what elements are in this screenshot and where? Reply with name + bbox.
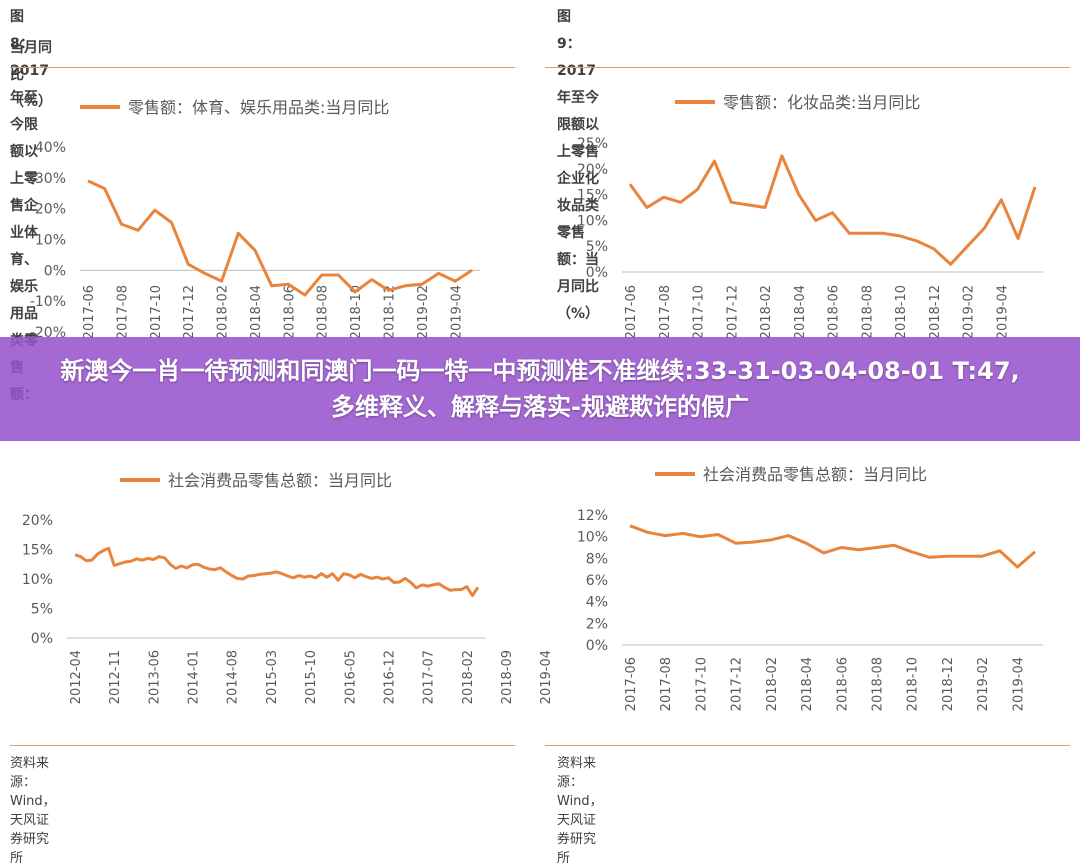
- legend-label: 零售额：体育、娱乐用品类:当月同比: [128, 98, 389, 117]
- y-tick-label: 30%: [35, 171, 66, 187]
- series-line: [74, 546, 480, 597]
- y-tick-label: 10%: [577, 530, 608, 546]
- y-tick-label: 10%: [22, 572, 53, 588]
- y-tick-label: 10%: [577, 213, 608, 229]
- title-rule: [545, 67, 1070, 68]
- x-tick-label: 2019-04: [995, 285, 1010, 339]
- x-tick-label: 2015-10: [304, 650, 319, 704]
- legend-label: 零售额：化妆品类:当月同比: [723, 93, 920, 112]
- source-rule: [545, 745, 1070, 746]
- x-tick-label: 2018-08: [316, 285, 331, 339]
- x-tick-label: 2018-02: [765, 657, 780, 711]
- legend-label: 社会消费品零售总额：当月同比: [168, 471, 392, 490]
- x-tick-label: 2014-08: [226, 650, 241, 704]
- y-tick-label: 0%: [586, 265, 608, 281]
- series-line: [87, 179, 473, 297]
- banner-text: 新澳今一肖一待预测和同澳门一码一特一中预测准不准继续:33-31-03-04-0…: [60, 357, 1020, 421]
- y-tick-label: 15%: [22, 543, 53, 559]
- x-tick-label: 2017-12: [182, 285, 197, 339]
- y-tick-label: 10%: [35, 233, 66, 249]
- x-tick-label: 2016-05: [343, 650, 358, 704]
- x-tick-label: 2018-08: [860, 285, 875, 339]
- x-tick-label: 2018-12: [941, 657, 956, 711]
- charts-canvas: 40%30%20%10%0%-10%-20% 2017-06 2017-08 2017…: [22, 93, 1043, 711]
- x-tick-label: 2012-04: [69, 650, 84, 704]
- x-tick-label: 2019-04: [1011, 657, 1026, 711]
- x-tick-label: 2017-10: [692, 285, 707, 339]
- x-tick-label: 2013-06: [147, 650, 162, 704]
- y-tick-label: 12%: [577, 508, 608, 524]
- x-tick-label: 2019-02: [962, 285, 977, 339]
- x-tick-label: 2019-02: [976, 657, 991, 711]
- legend-label: 社会消费品零售总额：当月同比: [703, 465, 927, 484]
- y-tick-label: 20%: [35, 202, 66, 218]
- x-tick-label: 2018-06: [827, 285, 842, 339]
- x-tick-label: 2017-06: [624, 285, 639, 339]
- title-rule: [10, 67, 515, 68]
- x-tick-label: 2017-06: [624, 657, 639, 711]
- x-tick-label: 2018-10: [906, 657, 921, 711]
- x-tick-label: 2018-08: [871, 657, 886, 711]
- series-line: [629, 524, 1036, 569]
- x-tick-label: 2017-06: [82, 285, 97, 339]
- x-tick-label: 2018-12: [928, 285, 943, 339]
- y-tick-label: 5%: [31, 602, 53, 618]
- y-tick-label: 0%: [31, 631, 53, 647]
- x-tick-label: 2018-02: [461, 650, 476, 704]
- x-tick-label: 2019-04: [539, 650, 554, 704]
- y-tick-label: 0%: [586, 638, 608, 654]
- x-tick-label: 2017-08: [115, 285, 130, 339]
- y-tick-label: 8%: [586, 551, 608, 567]
- y-tick-label: 15%: [577, 188, 608, 204]
- x-tick-label: 2018-12: [383, 285, 398, 339]
- x-tick-label: 2017-12: [725, 285, 740, 339]
- x-tick-label: 2018-10: [349, 285, 364, 339]
- y-tick-label: 20%: [577, 162, 608, 178]
- source-rule: [10, 745, 515, 746]
- x-tick-label: 2019-04: [449, 285, 464, 339]
- x-tick-label: 2018-04: [793, 285, 808, 339]
- x-tick-label: 2017-12: [730, 657, 745, 711]
- x-tick-label: 2018-02: [216, 285, 231, 339]
- x-tick-label: 2015-03: [265, 650, 280, 704]
- x-tick-label: 2018-10: [894, 285, 909, 339]
- x-tick-label: 2017-10: [149, 285, 164, 339]
- y-tick-label: 6%: [586, 573, 608, 589]
- chart-title-line2: 当月同比（%）: [10, 40, 53, 110]
- x-tick-label: 2019-02: [416, 285, 431, 339]
- x-tick-label: 2017-08: [659, 657, 674, 711]
- x-tick-label: 2017-10: [694, 657, 709, 711]
- y-tick-label: 25%: [577, 136, 608, 152]
- x-tick-label: 2018-06: [835, 657, 850, 711]
- y-tick-label: 4%: [586, 595, 608, 611]
- x-tick-label: 2014-01: [187, 650, 202, 704]
- x-tick-label: 2017-08: [658, 285, 673, 339]
- y-tick-label: 20%: [22, 513, 53, 529]
- y-tick-label: 40%: [35, 140, 66, 156]
- x-tick-label: 2018-04: [249, 285, 264, 339]
- y-tick-label: 0%: [44, 263, 66, 279]
- overlay-banner: 新澳今一肖一待预测和同澳门一码一特一中预测准不准继续:33-31-03-04-0…: [0, 337, 1080, 441]
- x-tick-label: 2016-12: [382, 650, 397, 704]
- y-tick-label: 2%: [586, 616, 608, 632]
- x-tick-label: 2012-11: [108, 650, 123, 704]
- x-tick-label: 2018-04: [800, 657, 815, 711]
- chart-title: 图 9：2017 年至今限额以上零售企业化妆品类零售额：当月同比（%）: [557, 9, 600, 322]
- y-tick-label: -10%: [30, 294, 66, 310]
- x-tick-label: 2018-09: [500, 650, 515, 704]
- y-tick-label: 5%: [586, 239, 608, 255]
- x-tick-label: 2018-06: [282, 285, 297, 339]
- x-tick-label: 2018-02: [759, 285, 774, 339]
- x-tick-label: 2017-07: [422, 650, 437, 704]
- series-line: [628, 154, 1037, 266]
